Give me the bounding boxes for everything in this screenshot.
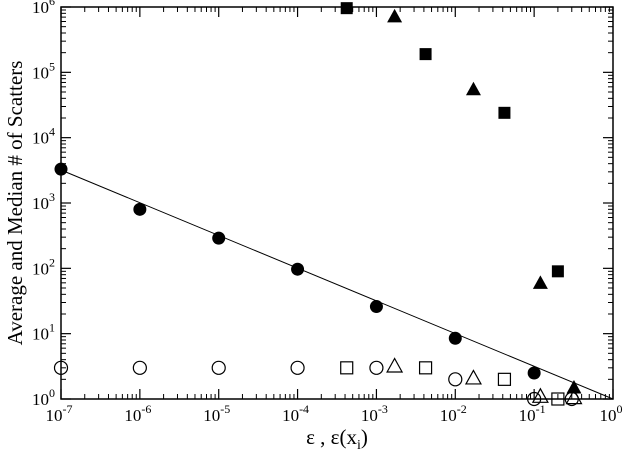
x-tick-label: 10-6 bbox=[124, 402, 151, 425]
y-tick-label: 100 bbox=[32, 386, 55, 409]
open-triangle-marker bbox=[464, 369, 482, 385]
y-tick-label: 103 bbox=[32, 190, 55, 213]
filled-square-marker bbox=[419, 48, 432, 61]
y-tick-label-exponent: 2 bbox=[49, 255, 55, 269]
open-circle-marker bbox=[211, 360, 226, 375]
open-circle-marker bbox=[527, 391, 542, 407]
x-tick-label-base: 10 bbox=[361, 406, 378, 425]
y-axis-title: Average and Median # of Scatters bbox=[3, 61, 27, 346]
x-axis-title-subscript: i bbox=[357, 438, 361, 453]
open-square-marker bbox=[497, 372, 512, 386]
filled-circle-marker bbox=[291, 262, 305, 276]
x-tick-label-exponent: -7 bbox=[63, 402, 73, 416]
filled-circle-marker bbox=[369, 300, 383, 314]
filled-triangle-marker bbox=[465, 81, 481, 96]
x-axis-title-close: ) bbox=[361, 425, 368, 449]
y-tick-label-base: 10 bbox=[32, 63, 49, 82]
y-tick-label-base: 10 bbox=[32, 325, 49, 344]
filled-circle-marker bbox=[54, 162, 68, 176]
y-tick-label-exponent: 0 bbox=[49, 386, 55, 400]
y-tick-label: 106 bbox=[32, 0, 55, 17]
open-square-marker bbox=[418, 361, 433, 375]
x-tick-label: 10-7 bbox=[46, 402, 73, 425]
x-tick-label-exponent: -4 bbox=[299, 402, 309, 416]
y-tick-label-base: 10 bbox=[32, 194, 49, 213]
x-tick-label-base: 10 bbox=[124, 406, 141, 425]
open-circle-marker bbox=[53, 360, 69, 375]
x-tick-label-base: 10 bbox=[46, 406, 63, 425]
filled-circle-marker bbox=[527, 366, 541, 380]
filled-triangle-marker bbox=[566, 379, 582, 394]
y-tick-label-base: 10 bbox=[32, 129, 49, 148]
y-tick-label: 105 bbox=[32, 59, 55, 82]
open-circle-marker bbox=[290, 360, 305, 375]
open-triangle-marker bbox=[531, 387, 549, 403]
y-tick-label-exponent: 6 bbox=[49, 0, 55, 8]
fit-line-layer bbox=[60, 169, 614, 400]
y-tick-label-exponent: 5 bbox=[49, 59, 55, 73]
x-tick-label-exponent: -6 bbox=[141, 402, 151, 416]
open-square-marker bbox=[340, 361, 354, 375]
x-tick-label: 10-3 bbox=[361, 402, 388, 425]
filled-circle-marker bbox=[133, 202, 147, 216]
x-tick-label-exponent: 0 bbox=[617, 402, 623, 416]
fit-line bbox=[60, 169, 614, 400]
x-tick-label: 10-5 bbox=[203, 402, 230, 425]
x-tick-label-base: 10 bbox=[282, 406, 299, 425]
x-tick-label: 10-2 bbox=[440, 402, 467, 425]
x-axis-title-main: ε , ε(x bbox=[306, 425, 357, 449]
open-square-marker bbox=[551, 392, 565, 406]
y-tick-label-base: 10 bbox=[32, 390, 49, 409]
filled-circle-marker bbox=[212, 231, 226, 245]
x-tick-label-base: 10 bbox=[440, 406, 457, 425]
filled-square-marker bbox=[551, 265, 564, 278]
x-tick-label: 10-4 bbox=[282, 402, 309, 425]
plot-frame bbox=[60, 6, 614, 400]
x-tick-label-base: 10 bbox=[203, 406, 220, 425]
y-tick-label-base: 10 bbox=[32, 0, 49, 17]
x-tick-label-exponent: -1 bbox=[536, 402, 546, 416]
y-tick-label-exponent: 3 bbox=[49, 190, 55, 204]
x-tick-label-base: 10 bbox=[600, 406, 617, 425]
open-triangle-marker bbox=[386, 357, 404, 373]
y-tick-label-base: 10 bbox=[32, 259, 49, 278]
filled-triangle-marker bbox=[387, 8, 403, 23]
y-tick-label-exponent: 4 bbox=[49, 125, 55, 139]
filled-square-marker bbox=[340, 2, 353, 15]
filled-square-marker bbox=[498, 106, 511, 119]
axis-ticks: 10-7 10-6 10-5 10-4 10-3 10-2 10-1 100100101102… bbox=[32, 0, 623, 425]
y-tick-label: 104 bbox=[32, 125, 55, 148]
x-tick-label-exponent: -2 bbox=[457, 402, 467, 416]
x-tick-label-base: 10 bbox=[519, 406, 536, 425]
open-circle-marker bbox=[448, 372, 463, 387]
data-markers bbox=[53, 2, 583, 407]
y-tick-label-exponent: 1 bbox=[49, 321, 55, 335]
filled-circle-marker bbox=[448, 331, 462, 345]
filled-triangle-marker bbox=[532, 275, 548, 289]
x-axis-title: ε , ε(xi) bbox=[306, 425, 368, 453]
y-tick-label: 102 bbox=[32, 255, 55, 278]
open-triangle-marker bbox=[565, 388, 583, 405]
x-tick-label: 100 bbox=[600, 402, 623, 425]
x-tick-label-exponent: -3 bbox=[378, 402, 388, 416]
open-circle-marker bbox=[132, 360, 147, 375]
open-circle-marker bbox=[369, 360, 384, 375]
y-tick-label: 101 bbox=[32, 321, 55, 344]
x-tick-label-exponent: -5 bbox=[220, 402, 230, 416]
x-tick-label: 10-1 bbox=[519, 402, 546, 425]
